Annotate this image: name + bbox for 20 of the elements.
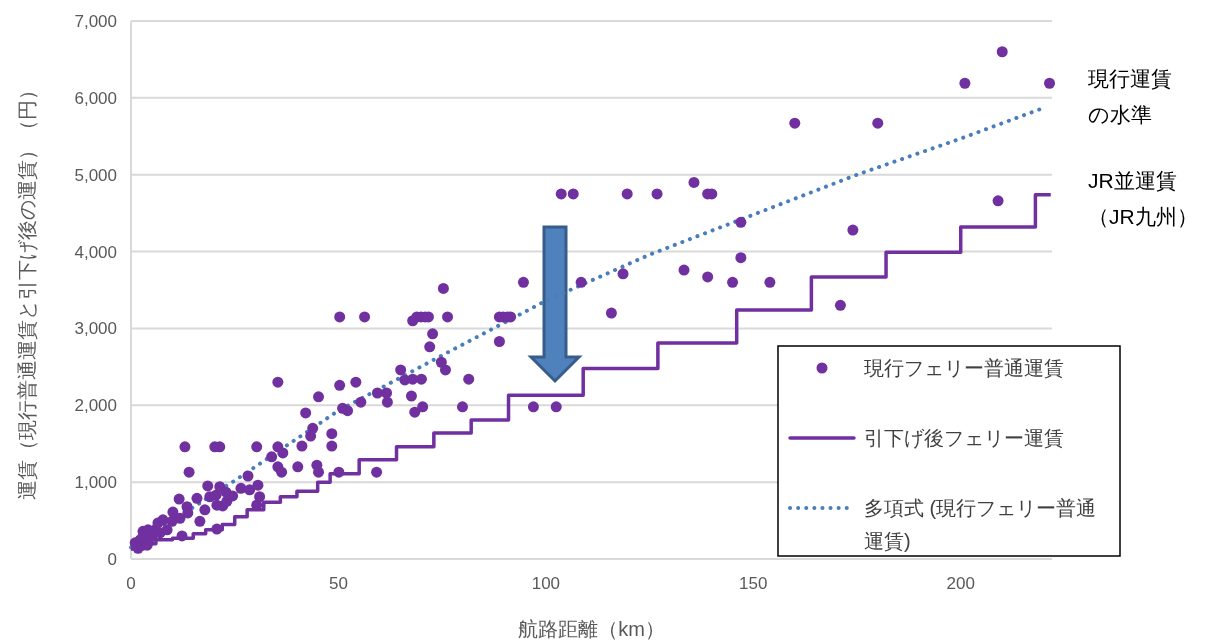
x-tick-label: 0 <box>126 574 136 593</box>
y-tick-label: 0 <box>107 550 117 569</box>
y-tick-label: 4,000 <box>74 242 117 262</box>
y-tick-label: 6,000 <box>74 88 117 108</box>
legend-label: 多項式 (現行フェリー普通運賃) <box>864 497 1097 552</box>
legend-label: 引下げ後フェリー運賃 <box>864 427 1064 449</box>
y-tick-label: 2,000 <box>74 396 117 416</box>
text: 現行運賃の水準 <box>1088 67 1172 126</box>
x-tick-label: 100 <box>531 574 561 593</box>
y-axis-title: 運賃（現行普通運賃と引下げ後の運賃）（円） <box>16 80 38 500</box>
x-tick-label: 150 <box>739 574 768 593</box>
y-tick-label: 1,000 <box>74 473 117 493</box>
x-axis-title: 航路距離（km） <box>518 618 665 640</box>
y-tick-label: 7,000 <box>74 12 117 31</box>
x-tick-label: 50 <box>328 574 348 593</box>
y-tick-label: 5,000 <box>74 165 117 185</box>
text: JR並運賃（JR九州） <box>1088 169 1198 228</box>
x-tick-label: 200 <box>946 574 975 593</box>
legend-label: 現行フェリー普通運賃 <box>864 357 1064 379</box>
y-tick-label: 3,000 <box>74 319 117 339</box>
